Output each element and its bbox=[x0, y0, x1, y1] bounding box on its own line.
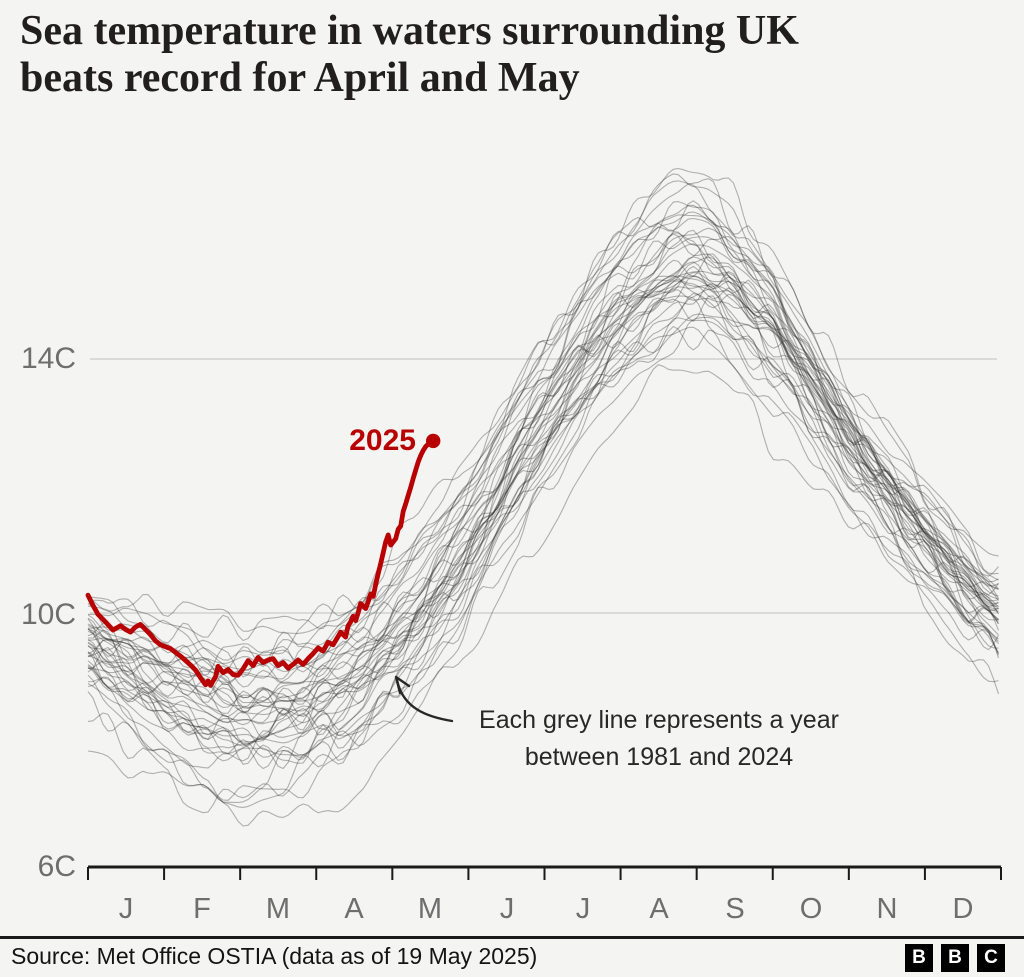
grey-year-line bbox=[87, 275, 999, 743]
x-axis-label-dec: D bbox=[952, 893, 974, 925]
grey-year-line bbox=[87, 275, 999, 733]
grey-year-line bbox=[87, 232, 999, 702]
grey-year-line bbox=[87, 173, 999, 642]
x-axis-label-jun: J bbox=[499, 893, 515, 925]
grey-year-line bbox=[87, 180, 999, 666]
page-title-line2: beats record for April and May bbox=[20, 55, 580, 101]
grey-year-line bbox=[87, 325, 1000, 814]
grey-year-line bbox=[87, 283, 999, 744]
bbc-logo-block-c: C bbox=[977, 944, 1005, 972]
grey-year-line bbox=[87, 295, 999, 762]
y-axis-label-14c: 14C bbox=[20, 342, 76, 375]
grey-year-line bbox=[87, 200, 999, 688]
red-2025-line bbox=[85, 438, 436, 688]
grey-year-line bbox=[87, 256, 999, 715]
grey-year-line bbox=[87, 364, 1000, 827]
grey-year-line bbox=[87, 276, 999, 747]
x-axis-label-mar: M bbox=[265, 893, 291, 925]
annotation-line2: between 1981 and 2024 bbox=[524, 743, 794, 771]
grey-year-line bbox=[87, 230, 999, 716]
x-axis-label-apr: A bbox=[344, 893, 364, 925]
grey-year-line bbox=[87, 167, 999, 634]
grey-year-line bbox=[87, 261, 999, 745]
grey-year-line bbox=[87, 253, 999, 745]
footer-divider bbox=[0, 936, 1024, 939]
grey-year-line bbox=[87, 316, 999, 801]
x-axis-label-aug: A bbox=[649, 893, 669, 925]
x-axis-label-jul: J bbox=[575, 893, 591, 925]
grey-year-line bbox=[87, 270, 999, 724]
grey-year-line bbox=[87, 243, 999, 704]
bbc-logo-block-b1: B bbox=[905, 944, 933, 972]
grey-year-line bbox=[87, 211, 999, 666]
grey-year-line bbox=[87, 233, 999, 717]
grey-year-line bbox=[87, 227, 999, 678]
grey-year-line bbox=[87, 271, 999, 741]
x-axis-label-may: M bbox=[417, 893, 443, 925]
grey-year-line bbox=[87, 292, 999, 758]
grey-year-line bbox=[87, 238, 999, 709]
grey-year-line bbox=[87, 317, 999, 808]
bbc-logo: B B C bbox=[905, 944, 1005, 972]
grey-year-line bbox=[87, 280, 999, 723]
bbc-logo-block-b2: B bbox=[941, 944, 969, 972]
x-axis-label-nov: N bbox=[876, 893, 898, 925]
grey-year-line bbox=[87, 270, 1000, 762]
y-axis-label-6c: 6C bbox=[37, 850, 76, 883]
grey-year-line bbox=[87, 326, 1000, 804]
y-axis-label-10c: 10C bbox=[20, 598, 76, 631]
grey-year-line bbox=[87, 265, 999, 726]
series-label-2025: 2025 bbox=[349, 424, 416, 457]
grey-year-line bbox=[87, 204, 999, 676]
grey-year-line bbox=[87, 313, 999, 770]
grey-year-line bbox=[87, 289, 999, 718]
grey-year-line bbox=[87, 217, 999, 672]
grey-year-line bbox=[87, 279, 999, 756]
annotation-arrowhead-icon bbox=[394, 675, 411, 695]
grey-year-line bbox=[87, 275, 999, 714]
x-axis-label-jan: J bbox=[118, 893, 134, 925]
page-title: Sea temperature in waters surrounding UK… bbox=[20, 8, 1000, 102]
page-title-line1: Sea temperature in waters surrounding UK bbox=[20, 8, 799, 54]
source-text: Source: Met Office OSTIA (data as of 19 … bbox=[11, 943, 538, 969]
data-point-dot-2025 bbox=[426, 433, 441, 449]
grey-year-line bbox=[87, 288, 1000, 770]
x-axis-label-oct: O bbox=[799, 893, 823, 925]
x-axis-label-sep: S bbox=[725, 893, 745, 925]
grey-year-line bbox=[87, 295, 999, 765]
grey-year-line bbox=[87, 229, 999, 699]
x-axis-label-feb: F bbox=[193, 893, 211, 925]
grey-year-line bbox=[87, 256, 999, 713]
annotation-line1: Each grey line represents a year bbox=[479, 706, 839, 734]
